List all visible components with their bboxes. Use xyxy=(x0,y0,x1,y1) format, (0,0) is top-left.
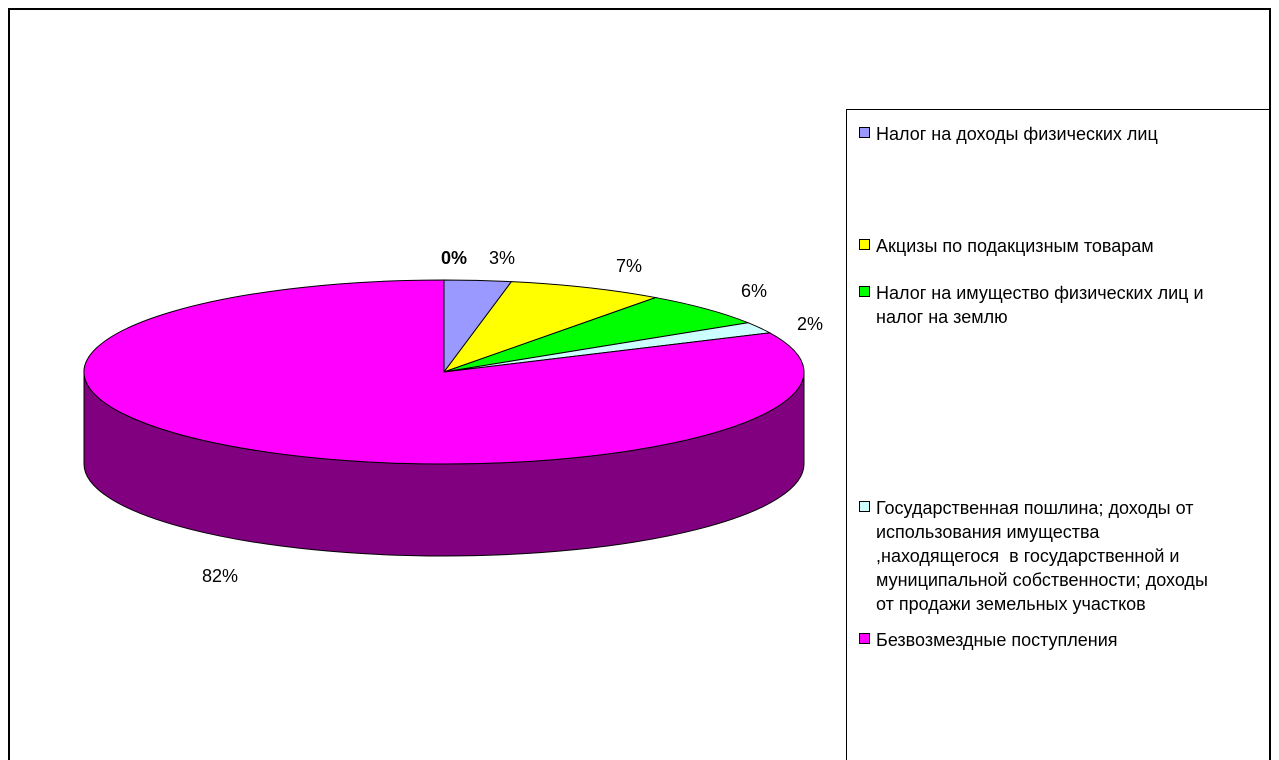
slice-percent-label: 2% xyxy=(797,314,823,334)
legend-swatch xyxy=(859,127,870,138)
pie-chart: 0% 3% 7% 6% 2% 82% xyxy=(83,248,823,586)
legend-label: Налог на имущество физических лиц и нало… xyxy=(876,283,1204,327)
legend-swatch xyxy=(859,286,870,297)
pie-labels: 0% 3% 7% 6% 2% 82% xyxy=(202,248,823,586)
slice-percent-label: 0% xyxy=(441,248,467,268)
pie-slice xyxy=(443,297,750,373)
slice-percent-label: 82% xyxy=(202,566,238,586)
pie-slice xyxy=(442,281,658,374)
legend-item: Безвозмездные поступления xyxy=(859,628,1269,652)
legend: Налог на доходы физических лиц Акцизы по… xyxy=(846,109,1269,760)
pie-slice xyxy=(83,279,805,465)
legend-label: Акцизы по подакцизным товарам xyxy=(876,236,1154,256)
legend-label: Государственная пошлина; доходы от испол… xyxy=(876,498,1208,614)
legend-item: Налог на имущество физических лиц и нало… xyxy=(859,281,1269,329)
legend-swatch xyxy=(859,633,870,644)
slice-percent-label: 3% xyxy=(489,248,515,268)
slice-percent-label: 7% xyxy=(616,256,642,276)
legend-item: Налог на доходы физических лиц xyxy=(859,122,1269,146)
legend-label: Безвозмездные поступления xyxy=(876,630,1118,650)
slice-percent-label: 6% xyxy=(741,281,767,301)
legend-item: Акцизы по подакцизным товарам xyxy=(859,234,1269,258)
legend-item: Государственная пошлина; доходы от испол… xyxy=(859,496,1269,616)
legend-label: Налог на доходы физических лиц xyxy=(876,124,1158,144)
legend-swatch xyxy=(859,501,870,512)
pie-top xyxy=(83,279,805,465)
legend-swatch xyxy=(859,239,870,250)
chart-area: 0% 3% 7% 6% 2% 82% Налог на доходы физических… xyxy=(8,8,1271,760)
